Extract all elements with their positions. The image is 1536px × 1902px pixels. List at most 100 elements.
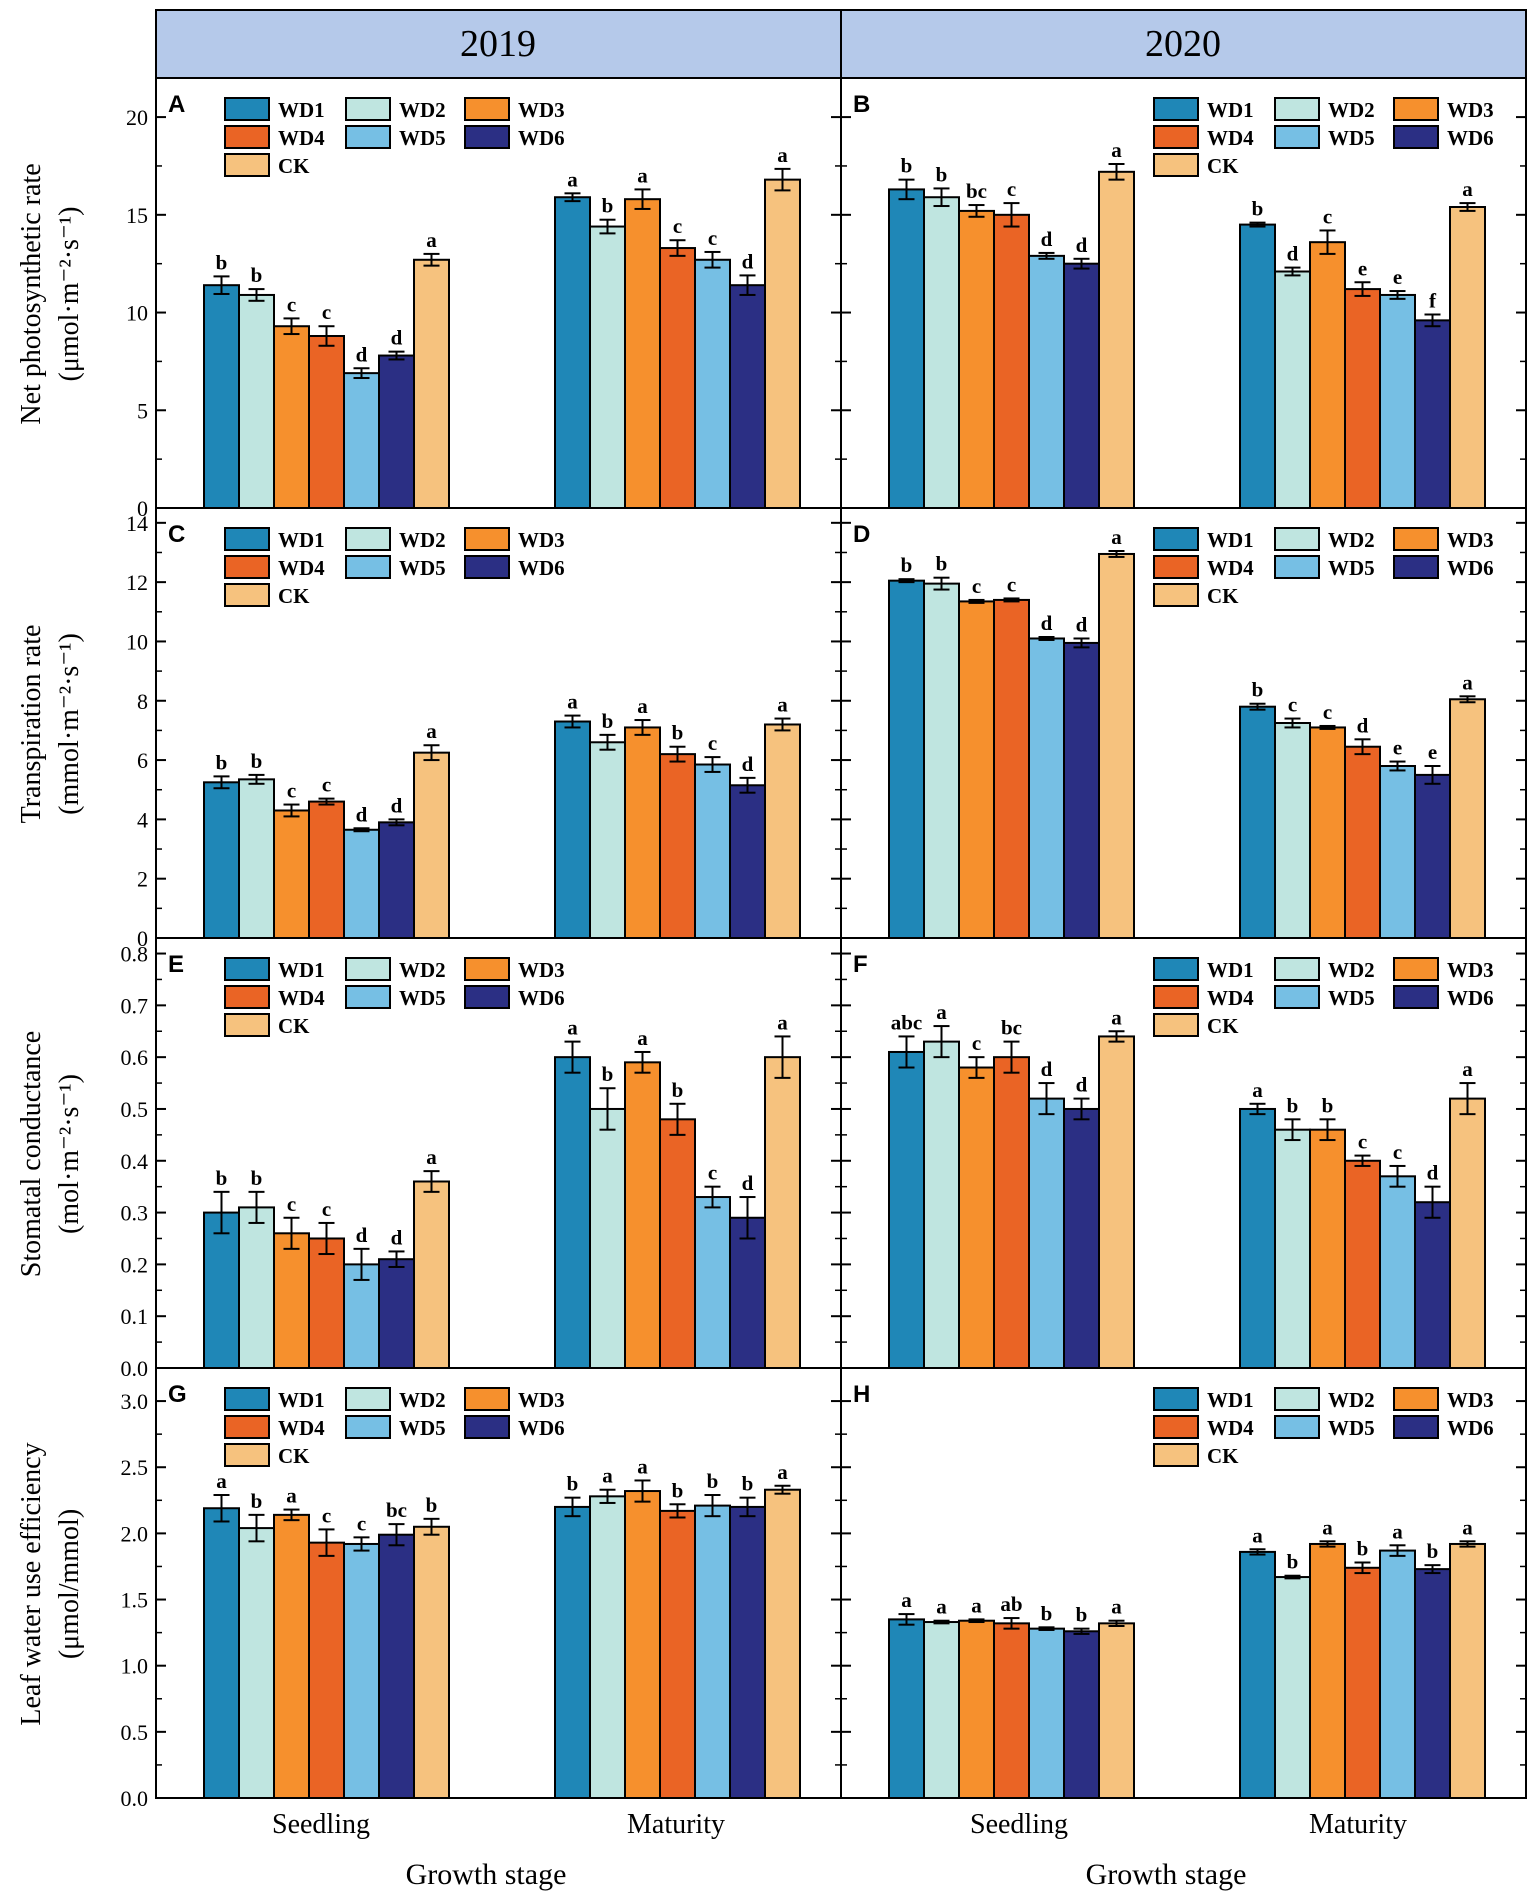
significance-letter: a (1252, 1523, 1263, 1547)
bar-wd6-seedling (1063, 1107, 1100, 1369)
legend-swatch-ck (224, 153, 270, 177)
legend-label-wd2: WD2 (1328, 958, 1375, 982)
ytick-label: 0.5 (121, 1097, 149, 1122)
legend-label-ck: CK (278, 1444, 310, 1468)
bar-wd4-seedling (993, 1622, 1030, 1800)
ytitle-line1: Transpiration rate (16, 625, 47, 824)
bar-wd5-seedling (1028, 254, 1065, 509)
significance-letter: c (1007, 177, 1016, 201)
legend: WD1 WD2 WD3 WD4 WD5 WD6 CK (224, 957, 565, 1038)
panel-letter: G (168, 1381, 187, 1408)
significance-letter: c (972, 574, 981, 598)
bar-wd1-maturity (1239, 223, 1276, 509)
significance-letter: b (602, 194, 614, 218)
bar-wd5-seedling (1028, 1627, 1065, 1799)
legend-label-wd3: WD3 (1447, 958, 1494, 982)
bar-wd6-maturity (729, 784, 766, 940)
bar-wd6-maturity (729, 1505, 766, 1800)
significance-letter: d (356, 802, 368, 826)
panel-frame (840, 1367, 1527, 1799)
legend-label-wd3: WD3 (1447, 528, 1494, 552)
significance-letter: c (287, 1192, 296, 1216)
ytick-label: 1.5 (121, 1588, 149, 1613)
significance-letter: b (936, 552, 948, 576)
significance-letter: a (936, 1595, 947, 1619)
legend-swatch-wd2 (1274, 97, 1320, 121)
legend: WD1 WD2 WD3 WD4 WD5 WD6 CK (224, 527, 565, 608)
significance-letter: a (1462, 1057, 1473, 1081)
bar-ck-seedling (1098, 1035, 1135, 1369)
legend-swatch-wd1 (1153, 957, 1199, 981)
bar-wd5-seedling (1028, 1097, 1065, 1369)
significance-letter: a (1111, 525, 1122, 549)
header-2019-bg (155, 9, 842, 79)
legend-label-wd1: WD1 (1207, 1388, 1254, 1412)
significance-letter: b (1287, 1093, 1299, 1117)
legend-swatch-wd6 (1393, 1415, 1439, 1439)
significance-letter: d (1041, 227, 1053, 251)
legend-swatch-ck (1153, 1013, 1199, 1037)
significance-letter: c (322, 773, 331, 797)
panel-letter: H (853, 1381, 870, 1408)
significance-letter: c (972, 1031, 981, 1055)
legend-swatch-wd5 (1274, 125, 1320, 149)
significance-letter: d (1076, 612, 1088, 636)
significance-letter: b (251, 1489, 263, 1513)
bar-wd3-maturity (1309, 726, 1346, 940)
significance-letter: c (287, 292, 296, 316)
legend-label-wd1: WD1 (278, 528, 325, 552)
bar-wd4-maturity (1344, 1566, 1381, 1800)
significance-letter: b (1252, 678, 1264, 702)
bar-wd4-maturity (659, 1118, 696, 1370)
legend-label-ck: CK (278, 154, 310, 178)
significance-letter: b (251, 1166, 263, 1190)
significance-letter: d (356, 1223, 368, 1247)
legend-label-wd2: WD2 (1328, 528, 1375, 552)
significance-letter: a (1111, 1595, 1122, 1619)
bar-wd5-maturity (1379, 1549, 1416, 1799)
xcat-2019-seedling: Seedling (272, 1809, 370, 1840)
significance-letter: b (672, 1478, 684, 1502)
bar-wd3-maturity (1309, 1542, 1346, 1799)
legend-label-wd5: WD5 (1328, 986, 1375, 1010)
legend-swatch-ck (1153, 153, 1199, 177)
bar-ck-maturity (764, 723, 801, 940)
legend-swatch-wd2 (1274, 527, 1320, 551)
significance-letter: a (637, 1026, 648, 1050)
bar-wd6-seedling (378, 1258, 415, 1370)
bar-ck-maturity (764, 1056, 801, 1369)
significance-letter: a (637, 694, 648, 718)
legend-swatch-wd4 (1153, 985, 1199, 1009)
legend-swatch-wd2 (1274, 1387, 1320, 1411)
significance-letter: d (742, 1171, 754, 1195)
significance-letter: d (1041, 1057, 1053, 1081)
significance-letter: b (216, 250, 228, 274)
legend-swatch-wd5 (1274, 555, 1320, 579)
legend-swatch-wd1 (1153, 1387, 1199, 1411)
bar-wd6-seedling (378, 354, 415, 509)
significance-letter: bc (966, 179, 987, 203)
bar-wd1-seedling (203, 1507, 240, 1799)
ytick-label: 0.3 (121, 1201, 149, 1226)
bar-ck-seedling (1098, 1622, 1135, 1800)
bar-ck-seedling (1098, 552, 1135, 939)
legend-label-wd2: WD2 (1328, 98, 1375, 122)
legend-swatch-wd5 (1274, 1415, 1320, 1439)
ytick-label: 0 (137, 926, 148, 951)
significance-letter: c (322, 300, 331, 324)
bar-wd2-maturity (1274, 1576, 1311, 1799)
legend: WD1 WD2 WD3 WD4 WD5 WD6 CK (224, 1387, 565, 1468)
bar-wd2-maturity (589, 1495, 626, 1800)
legend-label-wd1: WD1 (1207, 528, 1254, 552)
ytitle-line2: (μmol·m⁻²·s⁻¹) (54, 207, 85, 382)
legend-label-ck: CK (1207, 584, 1239, 608)
legend-label-wd3: WD3 (1447, 1388, 1494, 1412)
legend-label-wd1: WD1 (1207, 98, 1254, 122)
xaxis-title-2020: Growth stage (1086, 1858, 1247, 1891)
significance-letter: a (1252, 1078, 1263, 1102)
bar-wd1-maturity (1239, 1550, 1276, 1800)
